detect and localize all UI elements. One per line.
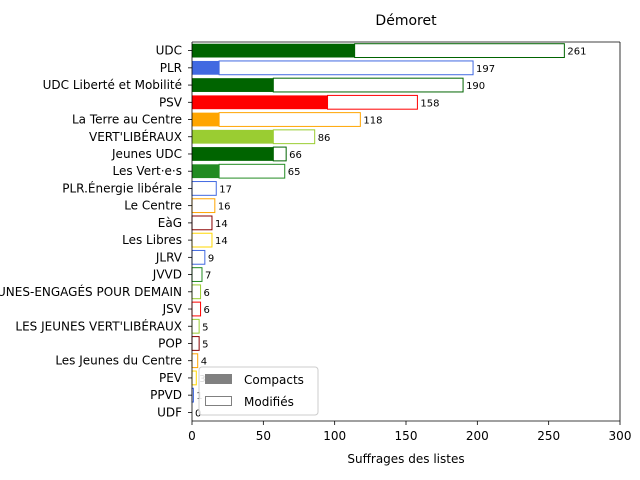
bar-modifies-udc xyxy=(354,43,565,59)
legend-label-compacts: Compacts xyxy=(244,373,304,387)
category-label-eag: EàG xyxy=(158,216,182,230)
bar-modifies-vert-liberaux xyxy=(272,129,316,145)
category-label-plr: PLR xyxy=(160,61,182,75)
category-label-pop: POP xyxy=(158,336,182,350)
x-ticks: 0 50 100 150 200 250 300 xyxy=(188,421,631,443)
bar-compacts-udc-liberte-et-mobilite xyxy=(192,78,274,92)
bar-compacts-plr xyxy=(192,60,220,75)
data-label-les-jeunes-vert-liberaux: 5 xyxy=(202,322,208,333)
category-label-udf: UDF xyxy=(157,405,182,419)
bar-modifies-jlrv xyxy=(191,249,206,265)
legend-label-modifies: Modifiés xyxy=(244,395,294,409)
category-label-jsv: JSV xyxy=(162,302,183,316)
x-tick-label-300: 300 xyxy=(609,429,632,443)
data-label-udc-liberte-et-mobilite: 190 xyxy=(466,81,485,92)
bar-modifies-les-jeunes-engages-pour-demain xyxy=(191,284,202,300)
category-labels: UDC PLR UDC Liberté et Mobilité PSV La Terre… xyxy=(0,44,192,419)
bar-modifies-jsv xyxy=(191,301,202,317)
data-label-les-jeunes-du-centre: 4 xyxy=(201,357,207,368)
bar-modifies-le-centre xyxy=(191,198,216,214)
category-label-vert-liberaux: VERT'LIBÉRAUX xyxy=(89,129,182,144)
category-label-le-centre: Le Centre xyxy=(124,199,182,213)
data-label-eag: 14 xyxy=(215,219,228,230)
bar-modifies-jeunes-udc xyxy=(272,146,287,162)
bar-modifies-pop xyxy=(191,336,200,351)
bar-compacts-les-vert-e-s xyxy=(192,164,220,179)
bar-modifies-les-jeunes-du-centre xyxy=(191,353,199,369)
bars-group xyxy=(191,43,565,403)
data-label-plr-energie-liberale: 17 xyxy=(219,184,232,195)
category-label-ppvd: PPVD xyxy=(150,388,182,402)
x-tick-label-250: 250 xyxy=(537,429,560,443)
category-label-udc: UDC xyxy=(156,44,182,58)
data-label-psv: 158 xyxy=(420,98,439,109)
data-label-vert-liberaux: 86 xyxy=(318,133,331,144)
data-label-la-terre-au-centre: 118 xyxy=(363,116,382,127)
category-label-pev: PEV xyxy=(159,371,183,385)
data-label-les-libres: 14 xyxy=(215,236,228,247)
bar-modifies-la-terre-au-centre xyxy=(218,112,361,127)
data-label-jsv: 6 xyxy=(204,305,210,316)
data-label-plr: 197 xyxy=(476,64,495,75)
bar-modifies-pev xyxy=(191,370,197,386)
x-tick-label-200: 200 xyxy=(466,429,489,443)
bar-modifies-eag xyxy=(191,215,213,231)
category-label-psv: PSV xyxy=(159,95,183,109)
data-label-udf: 0 xyxy=(195,408,201,419)
bar-compacts-psv xyxy=(192,95,328,110)
data-label-jeunes-udc: 66 xyxy=(289,150,302,161)
data-label-jvvd: 7 xyxy=(205,271,211,282)
data-label-le-centre: 16 xyxy=(218,202,231,213)
category-label-udc-liberte-et-mobilite: UDC Liberté et Mobilité xyxy=(43,78,182,92)
data-label-jlrv: 9 xyxy=(208,253,214,264)
bar-modifies-psv xyxy=(327,94,418,110)
category-label-les-jeunes-du-centre: Les Jeunes du Centre xyxy=(55,354,182,368)
bar-compacts-udc xyxy=(192,43,355,58)
category-label-les-jeunes-vert-liberaux: LES JEUNES VERT'LIBÉRAUX xyxy=(15,318,182,333)
bar-modifies-les-libres xyxy=(191,232,213,248)
bar-compacts-vert-liberaux xyxy=(192,129,274,144)
x-tick-label-150: 150 xyxy=(395,429,418,443)
chart-title: Démoret xyxy=(375,13,437,29)
bar-modifies-jvvd xyxy=(191,267,203,282)
bar-compacts-jeunes-udc xyxy=(192,147,274,161)
category-label-jlrv: JLRV xyxy=(155,250,183,264)
category-label-la-terre-au-centre: La Terre au Centre xyxy=(72,113,182,127)
category-label-jeunes-udc: Jeunes UDC xyxy=(111,147,182,161)
x-tick-label-50: 50 xyxy=(256,429,271,443)
category-label-plr-energie-liberale: PLR.Énergie libérale xyxy=(62,180,182,195)
x-tick-label-0: 0 xyxy=(188,429,196,443)
category-label-les-vert-e-s: Les Vert·e·s xyxy=(113,164,183,178)
data-label-les-jeunes-engages-pour-demain: 6 xyxy=(204,288,210,299)
data-label-les-vert-e-s: 65 xyxy=(288,167,301,178)
data-label-udc: 261 xyxy=(567,47,586,58)
x-axis-label: Suffrages des listes xyxy=(347,452,464,466)
category-label-les-jeunes-engages-pour-demain: LES JEUNES-ENGAGÉS POUR DEMAIN xyxy=(0,284,182,299)
legend-swatch-compacts xyxy=(205,374,232,384)
bar-modifies-les-jeunes-vert-liberaux xyxy=(191,318,200,334)
bar-modifies-les-vert-e-s xyxy=(218,163,286,179)
category-label-les-libres: Les Libres xyxy=(122,233,182,247)
bar-modifies-plr xyxy=(218,60,474,76)
legend: Compacts Modifiés xyxy=(198,366,319,416)
x-tick-label-100: 100 xyxy=(323,429,346,443)
bar-compacts-la-terre-au-centre xyxy=(192,112,220,127)
legend-swatch-modifies xyxy=(205,396,232,406)
data-label-pop: 5 xyxy=(202,339,208,350)
category-label-jvvd: JVVD xyxy=(152,268,182,282)
bar-modifies-udc-liberte-et-mobilite xyxy=(272,77,464,93)
bar-modifies-plr-energie-liberale xyxy=(191,181,217,196)
